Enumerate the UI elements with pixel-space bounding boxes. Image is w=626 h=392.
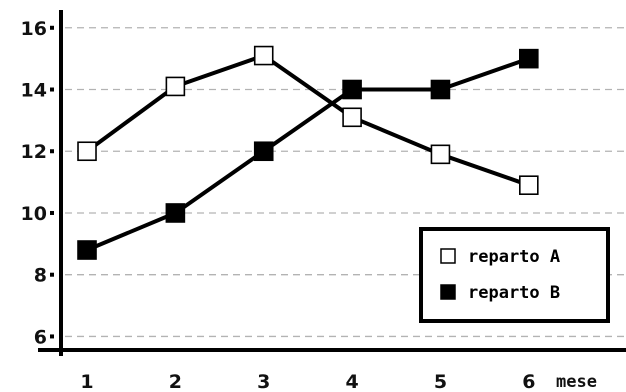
series-line-reparto-A — [85, 53, 530, 188]
y-tick-mark-14 — [50, 87, 54, 92]
x-tick-label-2: 2 — [169, 371, 182, 392]
x-axis-title: mese — [556, 372, 597, 392]
series — [77, 45, 539, 260]
x-tick-label-6: 6 — [522, 371, 535, 392]
legend: reparto A reparto B — [419, 227, 610, 323]
point-reparto-A-1 — [77, 141, 97, 162]
point-reparto-B-5 — [430, 79, 451, 100]
y-tick-label-12: 12 — [21, 141, 47, 163]
x-tick-label-5: 5 — [434, 371, 447, 392]
point-reparto-A-3 — [253, 45, 274, 66]
y-tick-mark-12 — [50, 149, 54, 154]
legend-label-reparto-b: reparto B — [468, 283, 560, 303]
point-reparto-A-4 — [342, 107, 362, 128]
y-tick-mark-6 — [50, 334, 54, 339]
legend-box — [419, 227, 610, 323]
series-line-reparto-B — [86, 56, 530, 252]
legend-marker-reparto-a — [440, 248, 456, 264]
point-reparto-B-2 — [165, 203, 186, 223]
y-tick-mark-10 — [50, 210, 54, 215]
x-tick-label-1: 1 — [80, 371, 93, 392]
y-tick-mark-16 — [50, 25, 54, 30]
point-reparto-A-5 — [430, 144, 451, 165]
x-tick-label-4: 4 — [345, 371, 358, 392]
y-tick-label-8: 8 — [34, 265, 47, 287]
y-tick-label-6: 6 — [34, 326, 47, 348]
y-tick-label-16: 16 — [21, 18, 47, 40]
y-tick-label-14: 14 — [21, 80, 47, 102]
point-reparto-A-2 — [165, 76, 186, 97]
point-reparto-B-6 — [519, 48, 539, 69]
legend-label-reparto-a: reparto A — [468, 247, 560, 267]
point-reparto-B-4 — [342, 79, 362, 100]
y-tick-label-10: 10 — [21, 203, 47, 225]
point-reparto-A-6 — [519, 175, 539, 195]
y-tick-mark-8 — [50, 272, 54, 277]
axes — [38, 10, 626, 356]
point-reparto-B-3 — [253, 141, 274, 162]
x-tick-label-3: 3 — [257, 371, 270, 392]
legend-marker-reparto-b — [440, 284, 456, 300]
point-reparto-B-1 — [77, 240, 97, 260]
